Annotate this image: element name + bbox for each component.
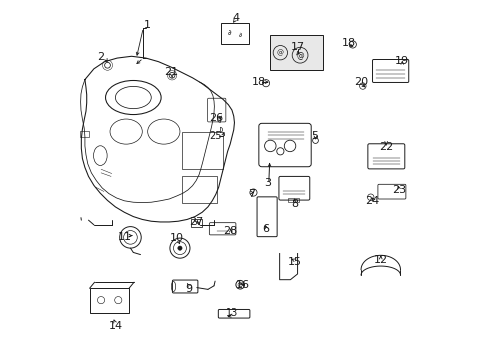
- Text: 8: 8: [290, 199, 298, 210]
- Text: 15: 15: [287, 257, 301, 267]
- Text: 12: 12: [373, 255, 387, 265]
- Text: 21: 21: [163, 67, 178, 77]
- Text: 16: 16: [235, 280, 249, 290]
- Text: 5: 5: [310, 131, 317, 141]
- Text: 23: 23: [391, 185, 405, 195]
- Text: 18: 18: [251, 77, 265, 87]
- Text: @: @: [296, 51, 303, 60]
- Text: 1: 1: [144, 20, 151, 30]
- Text: ∂: ∂: [227, 30, 231, 36]
- Text: 28: 28: [223, 226, 237, 236]
- Text: 24: 24: [364, 196, 378, 206]
- Text: 19: 19: [394, 56, 408, 66]
- Bar: [191, 220, 202, 227]
- Text: 9: 9: [185, 284, 192, 294]
- Text: 2: 2: [97, 52, 104, 62]
- Text: 14: 14: [108, 321, 122, 331]
- Bar: [221, 23, 249, 44]
- Text: 11: 11: [117, 232, 131, 242]
- Text: @: @: [276, 49, 283, 56]
- Text: 26: 26: [208, 113, 223, 123]
- Text: 22: 22: [378, 142, 392, 152]
- Text: 17: 17: [291, 42, 305, 51]
- Bar: [182, 132, 223, 169]
- Text: 20: 20: [353, 77, 367, 87]
- Text: 7: 7: [247, 189, 255, 199]
- Text: 13: 13: [225, 308, 238, 318]
- Bar: [182, 176, 217, 203]
- Text: 18: 18: [341, 38, 355, 48]
- Text: 25: 25: [209, 131, 222, 141]
- Text: 4: 4: [231, 13, 239, 23]
- Bar: [287, 198, 298, 202]
- Text: 27: 27: [188, 217, 203, 227]
- Bar: [270, 36, 323, 69]
- Text: 6: 6: [262, 225, 269, 234]
- Text: 10: 10: [169, 233, 183, 243]
- Circle shape: [178, 246, 182, 250]
- Bar: [89, 288, 129, 313]
- Text: 3: 3: [264, 178, 271, 188]
- Text: ∂: ∂: [238, 33, 242, 38]
- Bar: [80, 131, 89, 137]
